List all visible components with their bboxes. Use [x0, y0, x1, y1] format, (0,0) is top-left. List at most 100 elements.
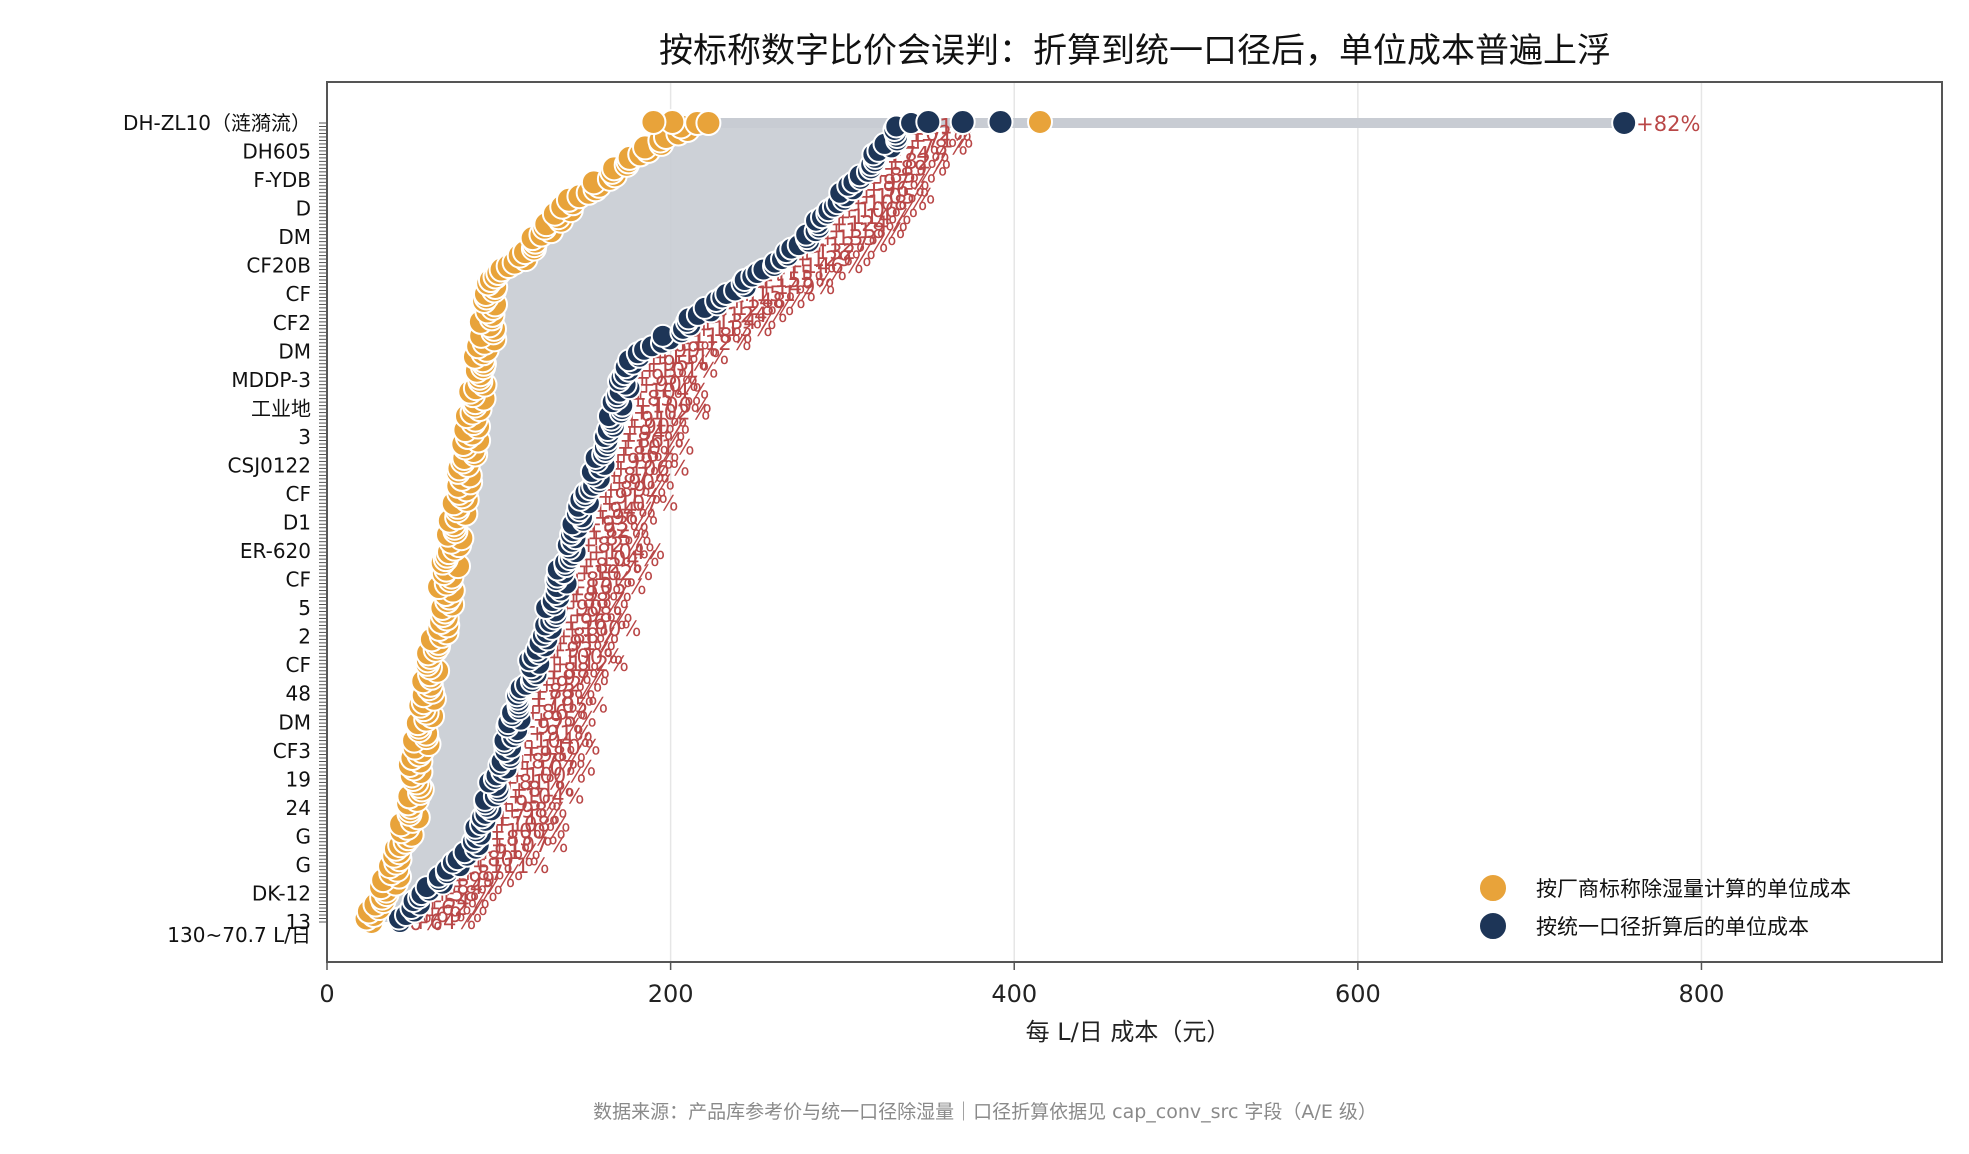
pct-label: +93% [585, 512, 649, 536]
pct-label: +82% [580, 533, 644, 557]
pct-label: +107% [491, 833, 569, 857]
highlight-point-nominal [695, 110, 722, 136]
pct-label: +100% [564, 617, 642, 641]
pct-label: +105% [569, 575, 647, 599]
pct-label: +102% [633, 401, 711, 425]
pct-label: +82% [578, 554, 642, 578]
y-tick-label: CF [286, 282, 311, 306]
y-tick-label: D1 [283, 511, 311, 535]
pct-label: +93% [568, 582, 632, 606]
y-tick-label: 19 [286, 767, 311, 791]
pct-label: +133% [819, 226, 897, 250]
y-tick-label: 13 [286, 910, 311, 934]
y-tick-label: CF [286, 568, 311, 592]
highlight-point-converted [915, 109, 942, 135]
x-axis-label: 每 L/日 成本（元） [1026, 1018, 1231, 1046]
pct-label: +100% [509, 763, 587, 787]
y-tick-label: MDDP-3 [231, 368, 311, 392]
y-tick-label: G [296, 824, 312, 848]
pct-label: +104% [582, 547, 660, 571]
y-tick-label: 3 [298, 425, 311, 449]
highlighted-points: +82% [640, 109, 1700, 136]
y-tick-label: D [296, 197, 311, 221]
pct-label: +90% [611, 470, 675, 494]
pct-label: +111% [472, 854, 550, 878]
y-tick-label: 5 [298, 596, 311, 620]
y-tick-label-bottom: 130~70.7 L/日 [167, 923, 311, 947]
pct-label: +88% [565, 589, 629, 613]
plot-frame [326, 81, 1943, 963]
pct-label: +101% [641, 359, 719, 383]
pct-label: +88% [555, 624, 619, 648]
pct-label: +94% [592, 498, 656, 522]
pct-label: +105% [858, 184, 936, 208]
legend: 按厂商标称除湿量计算的单位成本 按统一口径折算后的单位成本 [1478, 873, 1851, 941]
highlight-point-converted [949, 109, 976, 135]
y-tick-label: DH605 [242, 140, 311, 164]
pct-label: +86% [620, 429, 684, 453]
legend-label-nominal: 按厂商标称除湿量计算的单位成本 [1536, 877, 1851, 901]
pct-label: +108% [493, 812, 571, 836]
legend-swatch-nominal [1478, 873, 1508, 903]
pct-label: +86% [524, 701, 588, 725]
y-tick-label: CSJ0122 [228, 453, 311, 477]
pct-label: +85% [568, 568, 632, 592]
pct-label: +107% [601, 491, 679, 515]
pct-label: +97% [545, 666, 609, 690]
y-tick-label: G [296, 853, 312, 877]
pct-label: +96% [562, 610, 626, 634]
highlight-pct-label: +82% [1636, 112, 1700, 136]
pct-label: +104% [632, 380, 710, 404]
pct-label: +104% [507, 784, 585, 808]
pct-label: +104% [588, 540, 666, 564]
pct-labels: +64%+69%+62%+54%+58%+84%+99%+87%+111%+80… [396, 114, 974, 935]
x-tick-label: 800 [1679, 980, 1725, 1008]
y-tick-label: 48 [286, 682, 311, 706]
pct-label: +91% [623, 408, 687, 432]
highlight-point-converted [1611, 110, 1638, 136]
pct-label: +99% [609, 449, 673, 473]
pct-label: +91% [552, 631, 616, 655]
pct-label: +85% [587, 526, 651, 550]
pct-label: +90% [638, 373, 702, 397]
y-tick-label: 24 [286, 796, 311, 820]
pct-label: +105% [530, 694, 608, 718]
x-axis-ticks: 0 200 400 600 800 [319, 962, 1724, 1008]
pct-label: +95% [533, 708, 597, 732]
pct-label: +92% [538, 673, 602, 697]
y-tick-label: F-YDB [253, 168, 311, 192]
pct-label: +87% [514, 750, 578, 774]
y-tick-label: DH-ZL10（涟漪流） [123, 111, 311, 135]
pct-label: +100% [634, 394, 712, 418]
pct-label: +94% [621, 422, 685, 446]
pct-label: +86% [615, 442, 679, 466]
pct-label: +106% [612, 456, 690, 480]
pct-label: +81% [510, 777, 574, 801]
pct-label: +91% [529, 722, 593, 746]
legend-label-converted: 按统一口径折算后的单位成本 [1536, 915, 1809, 939]
highlight-point-converted [987, 109, 1014, 135]
pct-label: +90% [626, 415, 690, 439]
data-points [353, 110, 924, 935]
y-tick-label: DK-12 [252, 881, 311, 905]
y-tick-label: DM [278, 339, 311, 363]
y-tick-label: CF20B [246, 254, 311, 278]
pct-label: +112% [551, 652, 629, 676]
pct-label: +96% [865, 177, 929, 201]
pct-label: +93% [549, 638, 613, 662]
x-gridlines [669, 82, 1703, 962]
pct-label: +100% [488, 819, 566, 843]
highlight-point-nominal [1027, 109, 1054, 135]
highlight-point-nominal [640, 109, 667, 135]
y-tick-label: CF2 [273, 311, 311, 335]
pct-label: +104% [516, 729, 594, 753]
pct-label: +96% [594, 505, 658, 529]
y-tick-labels: DH-ZL10（涟漪流）DH605F-YDBDDMCF20BCFCF2DMMDD… [123, 111, 327, 947]
y-tick-label: ER-620 [240, 539, 311, 563]
pct-label: +124% [830, 212, 908, 236]
pct-label: +101% [617, 435, 695, 459]
y-tick-label: 工业地 [251, 396, 311, 420]
pct-label: +78% [530, 687, 594, 711]
y-tick-label: CF [286, 653, 311, 677]
